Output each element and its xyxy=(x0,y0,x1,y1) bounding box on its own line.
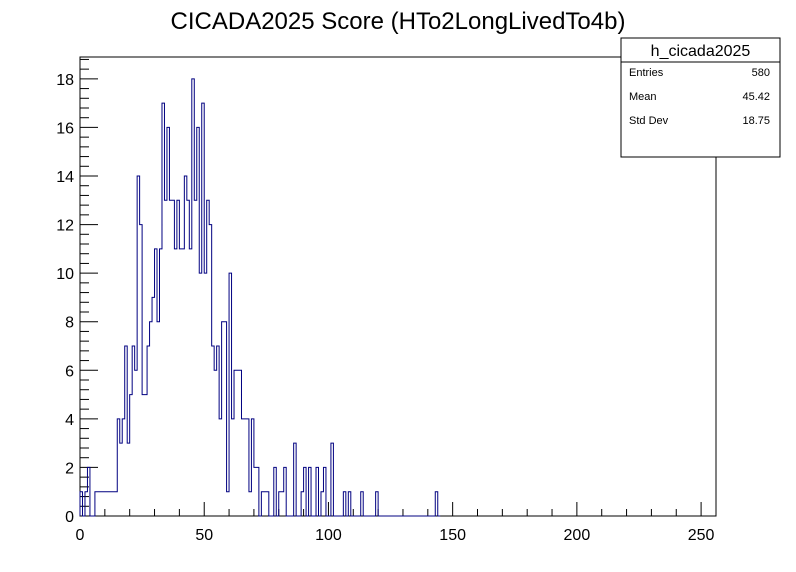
stats-row-value: 45.42 xyxy=(742,91,770,103)
x-tick-label: 100 xyxy=(315,527,342,544)
y-tick-label: 6 xyxy=(65,363,74,380)
y-tick-label: 4 xyxy=(65,412,74,429)
y-tick-label: 8 xyxy=(65,315,74,332)
stats-histogram-name: h_cicada2025 xyxy=(651,43,751,60)
y-tick-label: 12 xyxy=(56,218,74,235)
stats-row-value: 18.75 xyxy=(742,115,770,127)
chart-title: CICADA2025 Score (HTo2LongLivedTo4b) xyxy=(171,8,626,35)
x-tick-label: 0 xyxy=(76,527,85,544)
x-tick-label: 150 xyxy=(439,527,466,544)
stats-row-label: Std Dev xyxy=(629,115,669,127)
y-tick-label: 16 xyxy=(56,120,74,137)
x-tick-label: 50 xyxy=(195,527,213,544)
stats-rows: Entries 580 Mean 45.42 Std Dev 18.75 xyxy=(629,67,770,127)
y-tick-label: 14 xyxy=(56,169,74,186)
stats-box: h_cicada2025 Entries 580 Mean 45.42 Std Dev 1… xyxy=(620,37,781,158)
y-tick-label: 10 xyxy=(56,266,74,283)
histogram-series-line xyxy=(79,78,441,517)
x-axis: 0 50 100 150 200 250 xyxy=(76,502,715,544)
x-tick-label: 200 xyxy=(564,527,591,544)
stats-row-label: Entries xyxy=(629,67,664,79)
y-tick-label: 2 xyxy=(65,460,74,477)
y-tick-label: 0 xyxy=(65,509,74,526)
y-axis: 0 2 4 6 8 10 12 14 16 18 xyxy=(56,58,98,526)
stats-row-label: Mean xyxy=(629,91,657,103)
stats-row-value: 580 xyxy=(752,67,770,79)
stats-box-frame xyxy=(620,37,781,158)
y-tick-label: 18 xyxy=(56,72,74,89)
x-tick-label: 250 xyxy=(688,527,715,544)
